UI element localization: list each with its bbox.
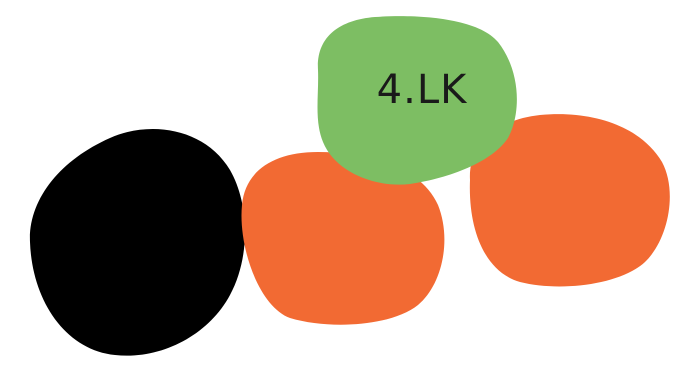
green-blob [317, 16, 517, 185]
orange-right-blob [469, 114, 670, 287]
orange-center-blob [241, 152, 445, 325]
black-blob [29, 128, 246, 356]
green-blob-label: 4.LK [377, 67, 468, 113]
